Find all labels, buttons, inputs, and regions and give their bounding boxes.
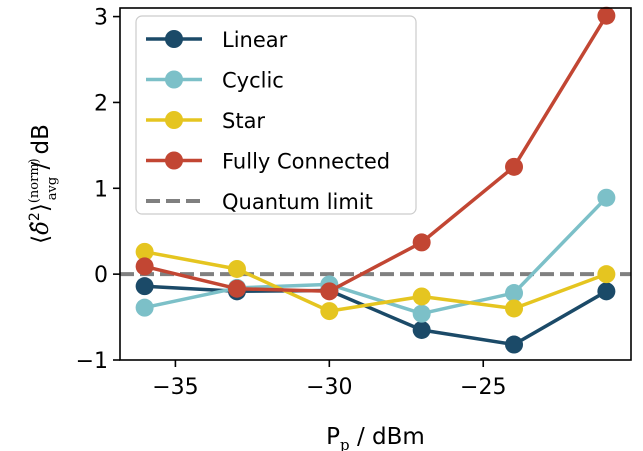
- legend-box: [135, 15, 417, 215]
- data-point-fully-connected: [320, 282, 339, 301]
- legend-label-linear: Linear: [222, 28, 288, 52]
- x-axis-label: Pp / dBm: [326, 424, 425, 451]
- data-point-fully-connected: [597, 6, 616, 25]
- data-point-star: [505, 299, 524, 318]
- x-tick-label: −30: [306, 375, 352, 400]
- series-line-star: [144, 250, 608, 313]
- data-point-cyclic: [597, 188, 616, 207]
- data-point-star: [320, 302, 339, 321]
- y-tick-label: 1: [94, 177, 108, 202]
- legend-marker-linear: [165, 30, 183, 48]
- x-axis-label-unit: / dBm: [350, 424, 425, 450]
- plot-area: [120, 6, 631, 354]
- y-tick-label: 2: [94, 91, 108, 116]
- data-point-star: [412, 287, 431, 306]
- y-tick-label: 3: [94, 6, 108, 31]
- series-line-fully-connected: [144, 14, 608, 294]
- data-point-cyclic: [412, 304, 431, 323]
- data-point-cyclic: [135, 298, 154, 317]
- y-axis-label: ⟨δ̂2⟩(norm) avg / dB: [27, 124, 60, 244]
- axes-frame: [119, 7, 632, 361]
- x-tick-label: −25: [460, 375, 506, 400]
- axis-ticks: −35 −30 −25 −1 0 1 2 3: [76, 6, 507, 400]
- data-point-fully-connected: [135, 257, 154, 276]
- legend-marker-fully-connected: [165, 151, 183, 170]
- data-point-star: [597, 265, 616, 284]
- legend-label-star: Star: [222, 109, 265, 133]
- legend-label-fully-connected: Fully Connected: [222, 150, 390, 174]
- y-axis-label-superscript: (norm): [27, 158, 42, 203]
- data-point-linear: [505, 335, 524, 354]
- data-point-linear: [597, 282, 616, 301]
- data-point-star: [135, 242, 154, 261]
- y-axis-label-subscript: avg: [45, 177, 60, 200]
- legend-marker-cyclic: [165, 70, 183, 89]
- legend-marker-star: [165, 111, 183, 129]
- x-tick-label: −35: [152, 375, 198, 400]
- series-line-cyclic: [144, 196, 608, 316]
- y-axis-label-exponent: 2: [27, 212, 43, 221]
- y-tick-label: −1: [76, 349, 108, 374]
- legend-label-quantum-limit: Quantum limit: [222, 190, 373, 214]
- legend: Linear Cyclic Star Fully Connected Quantum l…: [135, 15, 417, 215]
- data-point-cyclic: [505, 284, 524, 303]
- data-point-fully-connected: [412, 233, 431, 252]
- data-point-linear: [135, 277, 154, 296]
- y-axis-label-bracket: ⟩: [28, 203, 54, 212]
- y-axis-label-unit: / dB: [28, 124, 54, 177]
- series-line-linear: [144, 284, 608, 347]
- y-axis-label-symbol: δ̂: [28, 221, 54, 235]
- data-point-linear: [412, 320, 431, 339]
- data-point-fully-connected: [227, 279, 246, 298]
- data-point-star: [227, 259, 246, 278]
- data-point-fully-connected: [505, 157, 524, 176]
- y-tick-label: 0: [94, 263, 108, 288]
- x-axis-label-subscript: p: [340, 436, 350, 451]
- legend-label-cyclic: Cyclic: [222, 69, 284, 93]
